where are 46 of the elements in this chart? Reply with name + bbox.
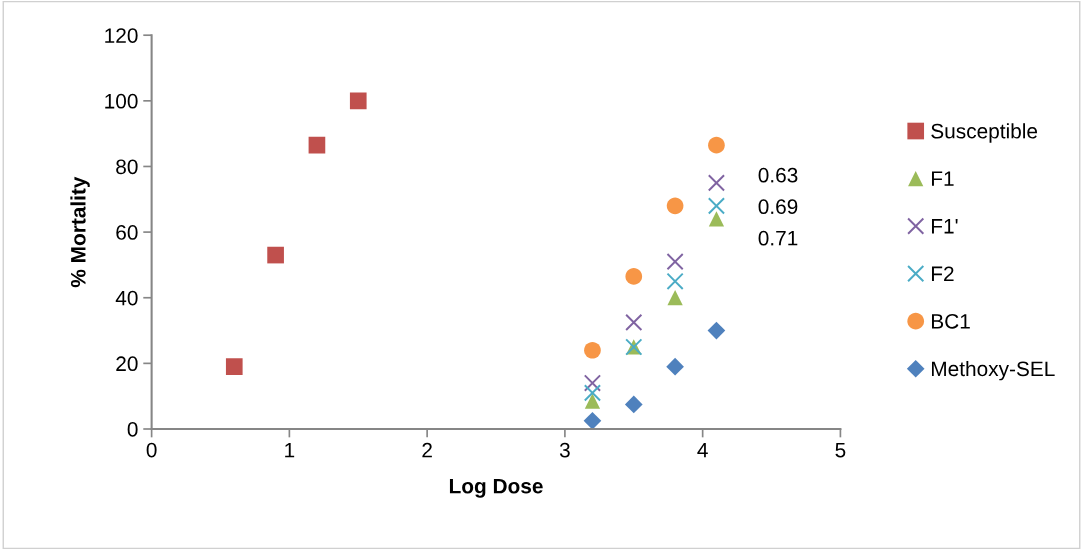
point [708, 211, 725, 227]
x-tick-label: 2 [422, 442, 432, 458]
point [583, 374, 602, 392]
point [666, 272, 684, 290]
point [584, 341, 601, 359]
point [708, 136, 725, 154]
point [707, 174, 726, 192]
legend-label: Methoxy-SEL [932, 360, 1055, 381]
point [667, 290, 683, 306]
y-tick-label: 60 [116, 225, 138, 240]
point [225, 358, 243, 375]
point [666, 197, 684, 215]
legend-label: F1 [932, 171, 954, 186]
legend-label: F2 [932, 266, 954, 281]
y-tick-label: 100 [105, 93, 138, 109]
point [625, 268, 643, 285]
x-tick-label: 4 [697, 442, 708, 458]
y-tick-label: 0 [127, 422, 138, 437]
legend-label: F1' [932, 219, 958, 234]
annotation: 0.71 [758, 230, 798, 246]
x-tick-label: 5 [835, 442, 846, 458]
y-tick-label: 40 [115, 290, 138, 306]
point [666, 357, 684, 376]
point [707, 197, 726, 215]
point [349, 92, 367, 110]
y-axis-title: % Mortality [70, 176, 90, 288]
point [584, 393, 601, 409]
point [666, 253, 684, 271]
y-tick-label: 120 [105, 28, 138, 43]
annotation: 0.69 [758, 199, 798, 215]
y-tick-label: 80 [116, 159, 138, 175]
point [308, 136, 326, 154]
x-tick-label: 0 [146, 442, 157, 458]
point [583, 411, 602, 429]
point [707, 321, 726, 340]
point [583, 384, 602, 402]
point [625, 313, 643, 331]
point [267, 246, 284, 264]
x-tick-label: 3 [559, 442, 570, 458]
y-tick-label: 20 [116, 356, 138, 372]
x-tick-label: 1 [285, 442, 295, 458]
x-axis-title: Log Dose [449, 478, 543, 498]
legend-label: BC1 [932, 313, 970, 329]
point [624, 395, 643, 414]
legend-label: Susceptible [931, 123, 1038, 143]
annotation: 0.63 [758, 167, 798, 183]
